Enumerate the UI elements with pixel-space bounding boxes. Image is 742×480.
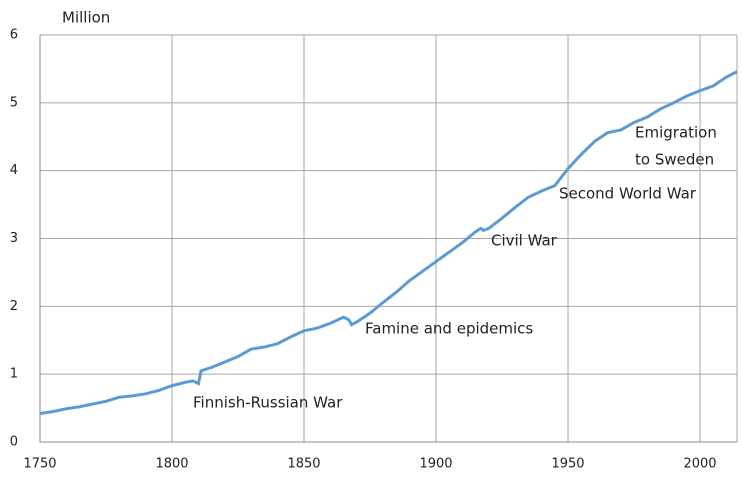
x-tick-label: 1800 bbox=[155, 457, 188, 472]
annotation: to Sweden bbox=[635, 151, 714, 169]
y-tick-label: 1 bbox=[10, 367, 18, 382]
x-tick-label: 1850 bbox=[287, 457, 320, 472]
y-tick-label: 0 bbox=[10, 435, 18, 450]
y-axis-label: Million bbox=[62, 9, 110, 27]
x-tick-label: 1900 bbox=[419, 457, 452, 472]
x-tick-label: 1750 bbox=[23, 457, 56, 472]
x-tick-label: 1950 bbox=[551, 457, 584, 472]
y-tick-label: 5 bbox=[10, 95, 18, 110]
y-tick-label: 4 bbox=[10, 163, 18, 178]
x-tick-label: 2000 bbox=[683, 457, 716, 472]
annotation: Civil War bbox=[491, 232, 558, 250]
y-tick-label: 2 bbox=[10, 299, 18, 314]
y-tick-label: 3 bbox=[10, 231, 18, 246]
y-tick-label: 6 bbox=[10, 28, 18, 43]
data-line bbox=[39, 70, 738, 415]
annotation: Finnish-Russian War bbox=[193, 394, 343, 412]
annotation: Emigration bbox=[635, 124, 717, 142]
annotation: Famine and epidemics bbox=[365, 320, 533, 338]
annotation: Second World War bbox=[559, 185, 697, 203]
